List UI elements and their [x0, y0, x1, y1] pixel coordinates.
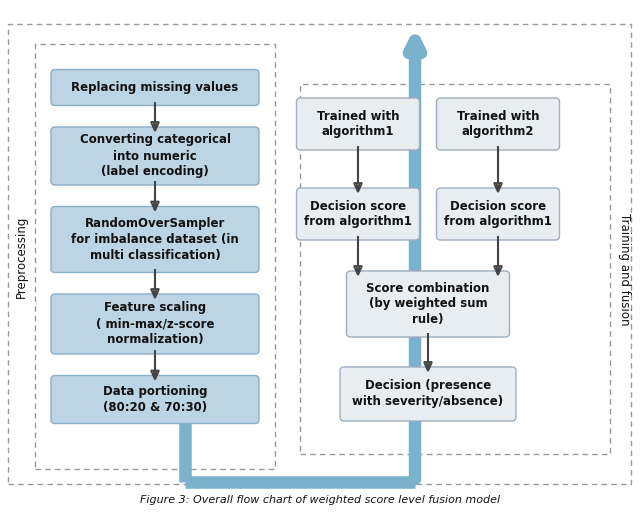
Polygon shape — [151, 201, 159, 211]
Text: Training and fusion: Training and fusion — [618, 213, 630, 325]
Polygon shape — [151, 289, 159, 298]
Text: Replacing missing values: Replacing missing values — [72, 81, 239, 94]
Polygon shape — [424, 362, 432, 371]
Text: Decision score
from algorithm1: Decision score from algorithm1 — [444, 199, 552, 229]
Text: Figure 3: Overall flow chart of weighted score level fusion model: Figure 3: Overall flow chart of weighted… — [140, 495, 500, 505]
FancyBboxPatch shape — [51, 294, 259, 354]
Text: Decision (presence
with severity/absence): Decision (presence with severity/absence… — [353, 379, 504, 409]
Polygon shape — [151, 371, 159, 379]
Bar — [300, 84, 610, 454]
Text: Score combination
(by weighted sum
rule): Score combination (by weighted sum rule) — [366, 282, 490, 326]
Text: Trained with
algorithm2: Trained with algorithm2 — [457, 109, 540, 138]
Text: Feature scaling
( min-max/z-score
normalization): Feature scaling ( min-max/z-score normal… — [96, 302, 214, 346]
Bar — [8, 24, 631, 484]
Polygon shape — [354, 183, 362, 192]
Text: RandomOverSampler
for imbalance dataset (in
multi classification): RandomOverSampler for imbalance dataset … — [71, 217, 239, 262]
FancyBboxPatch shape — [296, 98, 419, 150]
Polygon shape — [494, 183, 502, 192]
FancyBboxPatch shape — [51, 127, 259, 185]
FancyBboxPatch shape — [51, 207, 259, 272]
Polygon shape — [354, 266, 362, 275]
Text: Trained with
algorithm1: Trained with algorithm1 — [317, 109, 399, 138]
FancyBboxPatch shape — [436, 188, 559, 240]
FancyBboxPatch shape — [296, 188, 419, 240]
FancyBboxPatch shape — [346, 271, 509, 337]
Polygon shape — [151, 122, 159, 131]
Text: Preprocessing: Preprocessing — [15, 215, 28, 298]
Polygon shape — [494, 266, 502, 275]
FancyBboxPatch shape — [340, 367, 516, 421]
Bar — [35, 44, 275, 469]
FancyBboxPatch shape — [51, 376, 259, 424]
Text: Converting categorical
into numeric
(label encoding): Converting categorical into numeric (lab… — [79, 134, 230, 178]
Text: Data portioning
(80:20 & 70:30): Data portioning (80:20 & 70:30) — [103, 385, 207, 414]
FancyBboxPatch shape — [51, 69, 259, 105]
Text: Decision score
from algorithm1: Decision score from algorithm1 — [304, 199, 412, 229]
FancyBboxPatch shape — [436, 98, 559, 150]
